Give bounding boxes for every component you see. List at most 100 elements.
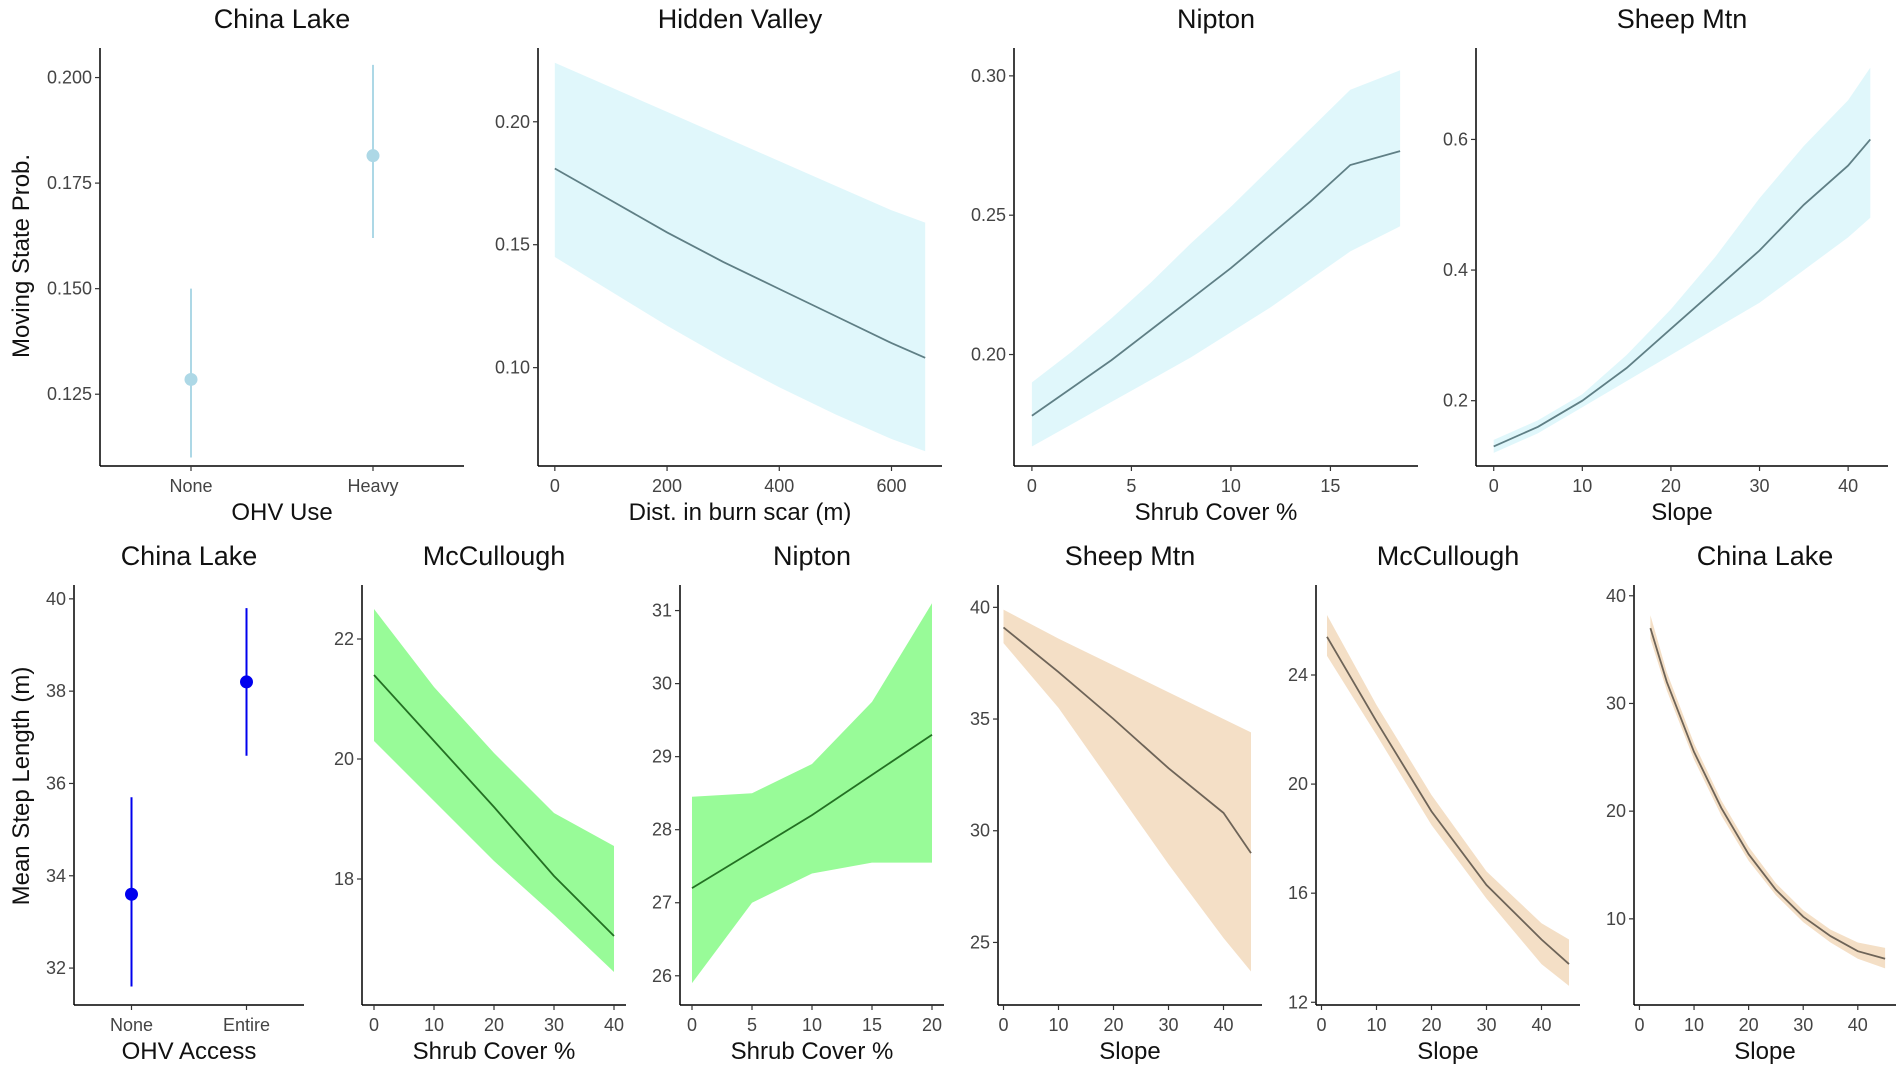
fit-line [1649,627,1886,960]
y-tick-label: 36 [46,773,66,793]
x-tick-label: 0 [1316,1015,1326,1035]
panel-10: China Lake 10 20 30 40 0 10 20 30 40 Slope [1606,541,1896,1065]
x-tick-label: 30 [1476,1015,1496,1035]
x-tick-label: 30 [544,1015,564,1035]
y-tick-label: 35 [970,709,990,729]
y-tick-label: 28 [652,820,672,840]
y-tick-label: 0.20 [971,345,1006,365]
x-tick-label: 600 [876,476,906,496]
panel-title: Sheep Mtn [1617,4,1748,34]
y-tick-label: 20 [1288,774,1308,794]
y-tick-label: 30 [652,674,672,694]
confidence-band [374,609,614,972]
x-tick-label: 10 [1572,476,1592,496]
y-tick-label: 0.200 [47,68,92,88]
y-tick-label: 32 [46,958,66,978]
fit-line [554,167,926,359]
y-tick-label: 40 [970,597,990,617]
panel-title: China Lake [121,541,258,571]
confidence-band [1493,67,1871,453]
fit-line [691,733,933,889]
x-tick-label: 10 [1366,1015,1386,1035]
y-tick-label: 30 [970,821,990,841]
y-tick-label: 25 [970,932,990,952]
x-axis-label: Slope [1417,1038,1478,1065]
panel-title: McCullough [423,541,566,571]
panel-9: McCullough 12 16 20 24 0 10 20 30 40 Slope [1288,541,1580,1065]
x-tick-label: 0 [1489,476,1499,496]
x-axis-label: OHV Access [122,1038,257,1065]
panel-title: China Lake [214,4,351,34]
x-tick-label: 40 [1848,1015,1868,1035]
x-tick-label: 200 [652,476,682,496]
panel-title: Sheep Mtn [1065,541,1196,571]
y-tick-label: 22 [334,629,354,649]
x-tick-label: None [110,1015,153,1035]
x-tick-label: Entire [223,1015,270,1035]
y-tick-label: 40 [1606,586,1626,606]
data-point [240,675,253,689]
x-tick-label: 0 [1027,476,1037,496]
panel-4: Sheep Mtn 0.2 0.4 0.6 0 10 20 30 40 Slope [1443,4,1888,526]
confidence-band [692,603,932,984]
y-tick-label: 0.2 [1443,391,1468,411]
y-tick-label: 40 [46,589,66,609]
y-tick-label: 0.20 [495,112,530,132]
x-tick-label: 30 [1750,476,1770,496]
x-tick-label: 20 [1103,1015,1123,1035]
x-tick-label: 10 [802,1015,822,1035]
x-axis-label: Slope [1651,499,1712,526]
panel-title: Nipton [1177,4,1255,34]
x-tick-label: 15 [1320,476,1340,496]
confidence-band [1327,615,1569,986]
x-tick-label: 10 [1048,1015,1068,1035]
x-tick-label: 20 [484,1015,504,1035]
confidence-band [1003,609,1251,972]
x-tick-label: 10 [1684,1015,1704,1035]
y-tick-label: 0.10 [495,358,530,378]
fit-line [1031,150,1401,417]
y-tick-label: 0.150 [47,279,92,299]
x-tick-label: 20 [1421,1015,1441,1035]
data-point [125,887,138,901]
confidence-band [554,62,926,452]
x-tick-label: 20 [1661,476,1681,496]
x-axis-label: Slope [1099,1038,1160,1065]
y-tick-label: 0.30 [971,66,1006,86]
x-tick-label: 10 [424,1015,444,1035]
panel-title: McCullough [1377,541,1520,571]
fit-line [1493,138,1871,448]
x-axis-label: Shrub Cover % [1135,499,1298,526]
panel-title: Hidden Valley [658,4,823,34]
x-tick-label: 15 [862,1015,882,1035]
x-tick-label: 20 [922,1015,942,1035]
panel-title: Nipton [773,541,851,571]
x-tick-label: 20 [1739,1015,1759,1035]
x-tick-label: None [169,476,212,496]
x-tick-label: 0 [369,1015,379,1035]
data-point [184,372,198,386]
panel-title: China Lake [1697,541,1834,571]
x-tick-label: 400 [764,476,794,496]
y-tick-label: 16 [1288,883,1308,903]
panel-3: Nipton 0.20 0.25 0.30 0 5 10 15 Shrub Cover % [971,4,1418,526]
y-tick-label: 38 [46,681,66,701]
x-tick-label: 30 [1793,1015,1813,1035]
y-tick-label: 29 [652,747,672,767]
fit-line [1326,636,1570,965]
x-tick-label: 40 [1838,476,1858,496]
fit-line [373,674,615,937]
y-tick-label: 10 [1606,909,1626,929]
panel-5: China Lake 32 34 36 38 40 None Entire OHV Access [46,541,304,1065]
y-tick-label: 26 [652,966,672,986]
y-tick-label: 24 [1288,665,1308,685]
y-tick-label: 12 [1288,992,1308,1012]
x-tick-label: 0 [998,1015,1008,1035]
x-tick-label: 30 [1158,1015,1178,1035]
y-tick-label: 30 [1606,693,1626,713]
x-axis-label: Shrub Cover % [413,1038,576,1065]
y-tick-label: 0.4 [1443,260,1468,280]
confidence-band [1650,615,1886,969]
y-tick-label: 20 [334,749,354,769]
